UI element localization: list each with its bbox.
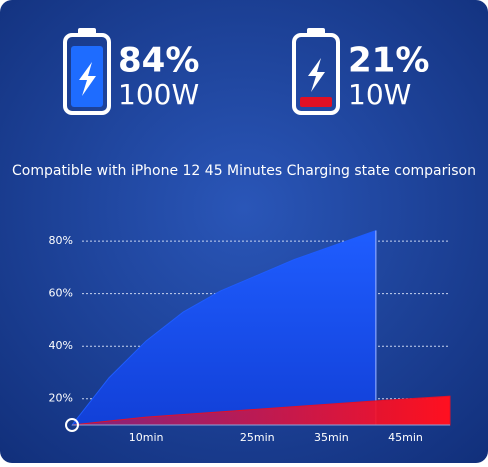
battery-full — [63, 28, 111, 115]
badge-percent: 21% — [348, 41, 429, 81]
y-tick-label: 60% — [49, 287, 73, 300]
origin — [65, 418, 79, 432]
x-tick-label: 25min — [240, 431, 275, 444]
area — [71, 395, 451, 426]
battery-low — [292, 28, 340, 115]
y-tick-label: 20% — [49, 392, 73, 405]
chart-title: Compatible with iPhone 12 45 Minutes Cha… — [12, 163, 476, 179]
x-tick-label: 10min — [129, 431, 164, 444]
x-tick-label: 45min — [388, 431, 423, 444]
badge-power: 100W — [118, 78, 199, 111]
x-tick-label: 35min — [314, 431, 349, 444]
y-tick-label: 80% — [49, 234, 73, 247]
badge-power: 10W — [348, 78, 411, 111]
badge-percent: 84% — [118, 41, 199, 81]
plot: 20% 40% 60% 80% 10min 25min 35min 45min — [49, 229, 451, 444]
y-tick-label: 40% — [49, 339, 73, 352]
